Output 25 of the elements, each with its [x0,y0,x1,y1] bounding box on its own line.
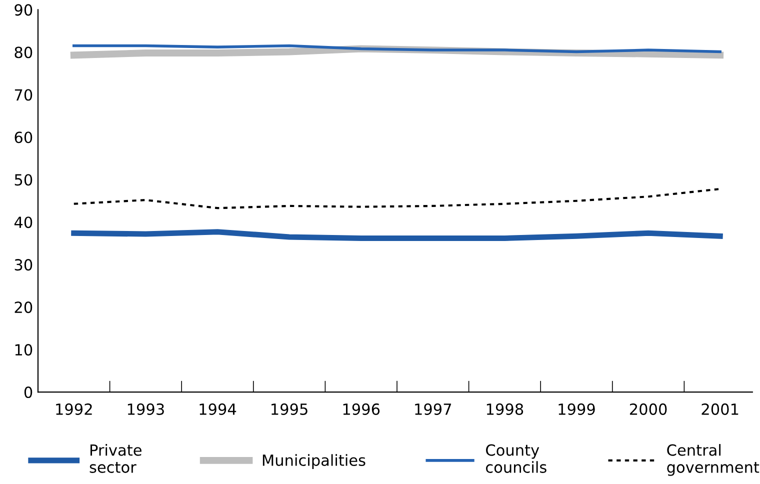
y-tick-label: 10 [15,344,32,356]
x-tick-label: 1993 [128,403,164,415]
x-tick-label: 1999 [558,403,595,415]
y-tick-label: 30 [14,259,32,271]
y-tick-label: 90 [14,4,32,16]
legend-label: Central government [667,444,760,476]
legend-label: Private sector [90,444,142,473]
y-tick-label: 20 [14,302,32,314]
y-tick-label: 50 [14,174,32,186]
legend-label: Municipalities [262,454,366,469]
y-tick-label: 40 [14,216,32,228]
legend-label: County councils [486,444,546,473]
y-tick-label: 60 [14,132,32,144]
x-tick-label: 2001 [702,403,738,415]
y-tick-label: 80 [14,46,32,58]
x-tick-label: 1992 [56,403,92,415]
x-tick-label: 1996 [343,403,380,415]
x-tick-label: 1995 [272,403,308,415]
y-tick-label: 70 [14,89,32,101]
x-tick-label: 1998 [486,403,524,415]
x-tick-label: 2000 [630,403,667,415]
y-tick-label: 0 [24,386,32,398]
x-tick-label: 1997 [415,403,452,415]
x-tick-label: 1994 [200,403,236,415]
line-series [72,188,722,210]
